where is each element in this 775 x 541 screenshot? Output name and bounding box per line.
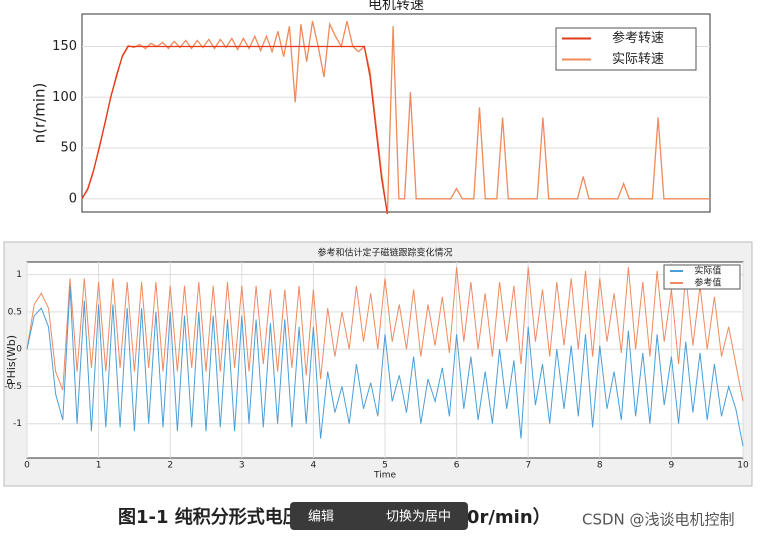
x-tick-label: 9 [669, 461, 675, 471]
x-tick-label: 0 [24, 461, 30, 471]
y-tick-label: 0.5 [8, 307, 22, 317]
toolbar-center[interactable]: 切换为居中 [386, 510, 451, 525]
y-tick-label: 0 [16, 345, 22, 355]
y-tick-label: -0.5 [4, 382, 22, 392]
y-tick-label: 0 [69, 191, 77, 206]
legend-box [555, 27, 697, 71]
x-tick-label: 8 [597, 461, 603, 471]
x-tick-label: 3 [239, 461, 245, 471]
series-line [81, 20, 710, 215]
x-tick-label: 1 [96, 461, 102, 471]
y-tick-label: 50 [60, 141, 77, 156]
y-tick-label: 1 [16, 270, 22, 280]
legend-label: 参考值 [694, 277, 721, 289]
chart-title: 电机转速 [368, 0, 424, 13]
x-axis-label: Time [373, 471, 396, 481]
y-tick-label: 100 [52, 90, 77, 105]
chart-title: 参考和估计定子磁链跟踪变化情况 [317, 247, 452, 259]
y-tick-label: -1 [13, 419, 22, 429]
x-tick-label: 4 [311, 461, 317, 471]
y-tick-label: 150 [52, 39, 77, 54]
x-tick-label: 7 [525, 461, 531, 471]
series-line [26, 285, 744, 447]
x-tick-label: 5 [382, 461, 388, 471]
watermark: CSDN @浅谈电机控制 [582, 511, 735, 529]
legend-label: 参考转速 [612, 30, 664, 46]
y-axis-label: PHis(Wb) [5, 335, 18, 385]
y-axis-label: n(r/min) [31, 83, 49, 144]
legend-label: 实际转速 [612, 52, 664, 67]
toolbar [290, 502, 468, 530]
legend-label: 实际值 [694, 265, 721, 277]
series-line [81, 45, 389, 215]
x-tick-label: 6 [454, 461, 460, 471]
x-tick-label: 10 [737, 461, 749, 471]
series-line [26, 267, 744, 402]
x-tick-label: 2 [167, 461, 173, 471]
legend-box [663, 264, 741, 290]
toolbar-edit[interactable]: 编辑 [308, 510, 334, 525]
